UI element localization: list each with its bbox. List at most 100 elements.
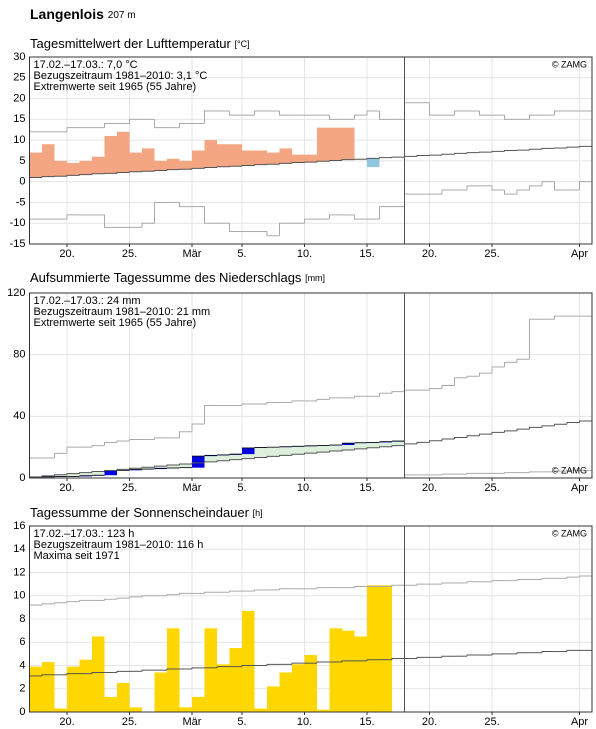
extreme-line <box>379 392 392 397</box>
normal-line <box>154 169 167 172</box>
x-tick-label: 15. <box>359 482 374 494</box>
normal-line <box>441 655 455 658</box>
temperature-bar <box>179 160 192 170</box>
anomaly-fill <box>229 454 242 460</box>
anomaly-fill <box>92 471 105 476</box>
extreme-line <box>266 231 280 237</box>
temperature-bar <box>204 140 217 168</box>
extreme-line <box>391 391 405 394</box>
y-tick-label: 10 <box>13 590 25 602</box>
normal-line <box>291 453 305 456</box>
extreme-line <box>554 315 567 320</box>
y-tick-label: 30 <box>13 51 25 63</box>
normal-line <box>491 653 505 656</box>
credit: © ZAMG <box>552 465 587 475</box>
temperature-bar <box>279 148 292 164</box>
extreme-line <box>479 111 492 116</box>
extreme-line <box>179 592 192 595</box>
extreme-line <box>529 185 542 190</box>
extreme-line <box>391 584 405 587</box>
summary-text: 17.02.–17.03.: 123 h <box>34 528 135 540</box>
normal-line <box>154 465 167 468</box>
chart: Tagessumme der Sonnenscheindauer [h] 0 2 4 6… <box>13 505 593 728</box>
reference-text: Bezugszeitraum 1981–2010: 21 mm <box>34 306 211 318</box>
normal-line <box>516 652 530 654</box>
y-tick-label: 120 <box>7 287 25 299</box>
extreme-line <box>354 395 367 398</box>
normal-line <box>141 466 155 469</box>
precipitation-bar <box>242 447 255 455</box>
sunshine-bar <box>354 636 367 712</box>
x-tick-label: 15. <box>359 716 374 728</box>
normal-line <box>179 463 192 466</box>
sunshine-bar <box>242 610 255 712</box>
normal-line <box>379 446 392 448</box>
extreme-line <box>129 596 142 599</box>
normal-line <box>441 153 455 156</box>
extreme-line <box>66 446 80 454</box>
extreme-line <box>541 181 555 186</box>
normal-line <box>354 448 367 450</box>
normal-line <box>279 162 292 165</box>
extreme-line <box>129 118 142 124</box>
y-tick-label: -10 <box>10 217 26 229</box>
extreme-line <box>516 358 530 363</box>
normal-line <box>504 430 517 433</box>
temperature-bar <box>292 154 305 163</box>
extreme-line <box>41 603 55 606</box>
temperature-bar <box>79 160 92 175</box>
extreme-line <box>504 472 517 474</box>
extreme-line <box>454 110 467 116</box>
extreme-line <box>379 111 392 120</box>
anomaly-fill <box>267 447 280 457</box>
normal-line <box>541 425 555 428</box>
page-title: Langenlois 207 m <box>30 6 136 22</box>
y-tick-label: 12 <box>13 566 25 578</box>
summary-text: 17.02.–17.03.: 7,0 °C <box>34 59 138 71</box>
unit-label: [mm] <box>305 273 325 283</box>
extreme-line <box>66 127 80 132</box>
sunshine-bar <box>154 672 167 712</box>
temperature-bar <box>42 144 55 177</box>
temperature-bar <box>254 150 267 165</box>
extreme-line <box>229 223 242 233</box>
temperature-bar <box>242 150 255 166</box>
extreme-line <box>416 583 430 586</box>
normal-line <box>116 172 130 174</box>
normal-line <box>491 431 505 435</box>
normal-line <box>91 173 105 175</box>
extreme-line <box>204 591 217 594</box>
extreme-line <box>129 438 142 441</box>
anomaly-fill <box>204 455 217 462</box>
extreme-line <box>529 471 542 473</box>
unit-label: [°C] <box>235 39 250 49</box>
y-tick-label: 40 <box>13 410 25 422</box>
anomaly-fill <box>379 441 392 447</box>
temperature-bar <box>229 144 242 167</box>
sunshine-bar <box>317 709 330 712</box>
x-tick-label: 15. <box>359 248 374 260</box>
extreme-line <box>516 189 530 195</box>
temperature-bar <box>142 148 155 172</box>
anomaly-fill <box>179 463 192 468</box>
normal-line <box>66 673 80 675</box>
sunshine-bar <box>104 696 117 712</box>
plot-frame <box>29 292 593 479</box>
normal-line <box>441 438 455 441</box>
extreme-line <box>179 202 192 208</box>
normal-line <box>366 659 380 661</box>
anomaly-fill <box>329 445 342 452</box>
normal-line <box>254 164 267 166</box>
normal-line <box>516 428 530 431</box>
normal-line <box>54 474 67 476</box>
normal-line <box>241 458 255 460</box>
temperature-bar <box>54 160 67 177</box>
anomaly-fill <box>254 447 267 458</box>
extreme-line <box>279 588 292 590</box>
normal-line <box>216 666 230 668</box>
normal-line <box>329 450 342 453</box>
normal-line <box>529 426 542 430</box>
extreme-line <box>191 423 205 432</box>
x-tick-label: 20. <box>422 716 437 728</box>
normal-line <box>66 473 80 475</box>
